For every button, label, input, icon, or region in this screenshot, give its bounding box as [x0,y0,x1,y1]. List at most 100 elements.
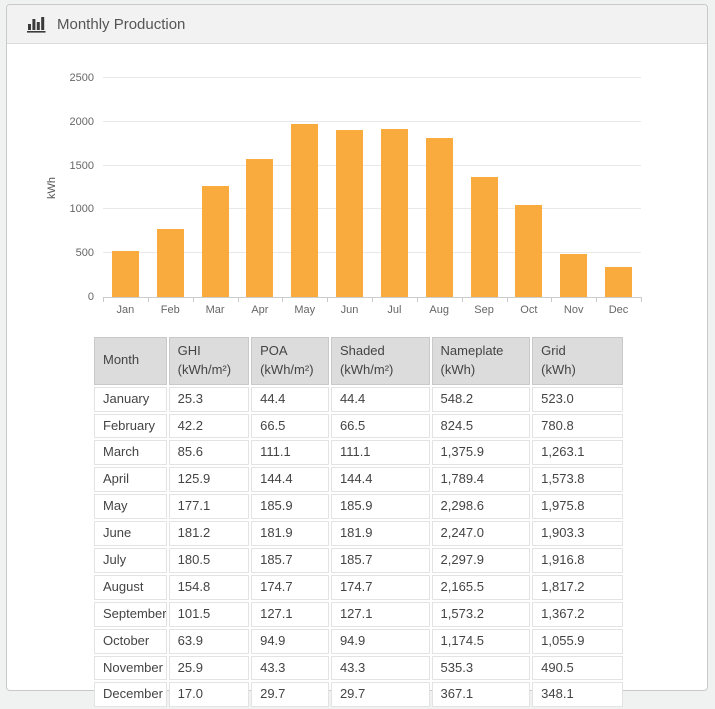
bar-slot-oct [506,78,551,297]
cell-shaded: 127.1 [330,601,430,627]
table-row: October 63.9 94.9 94.9 1,174.5 1,055.9 [94,628,623,654]
bar-jan [111,251,139,297]
cell-nameplate: 1,573.2 [431,601,531,627]
table-row: July 180.5 185.7 185.7 2,297.9 1,916.8 [94,548,623,573]
column-header-nameplate: Nameplate (kWh) [431,337,531,385]
cell-nameplate: 824.5 [431,413,531,439]
y-tick-label: 2000 [69,115,94,128]
bar-nov [560,254,588,297]
axis-tick [237,297,239,302]
cell-ghi: 17.0 [168,682,250,708]
cell-shaded: 111.1 [330,440,430,466]
cell-grid: 1,817.2 [532,574,623,600]
column-label: Grid [541,343,566,358]
column-unit: (kWh/m²) [260,361,314,377]
cell-shaded: 44.4 [330,386,430,412]
bars-row [103,78,641,297]
cell-ghi: 25.3 [168,386,250,412]
table-row: March 85.6 111.1 111.1 1,375.9 1,263.1 [94,440,623,466]
axis-tick [327,297,329,302]
gridline [103,164,641,166]
cell-poa: 111.1 [251,440,329,466]
bar-slot-feb [148,78,193,297]
cell-month: February [94,413,167,439]
cell-month: October [94,628,167,654]
x-tick-label-jun: Jun [340,304,359,316]
cell-ghi: 25.9 [168,655,250,681]
axis-tick [147,297,149,302]
cell-shaded: 43.3 [330,655,430,681]
cell-poa: 127.1 [251,601,329,627]
y-axis-title: kWh [46,176,58,199]
column-header-poa: POA (kWh/m²) [251,337,329,385]
monthly-production-chart: kWh 0 500 1000 1500 2000 2500 Jan Feb Mar Apr May J… [46,72,642,316]
cell-grid: 523.0 [532,386,623,412]
bar-apr [246,159,274,297]
cell-month: December [94,682,167,708]
column-header-grid: Grid (kWh) [532,337,623,385]
cell-nameplate: 1,375.9 [431,440,531,466]
cell-ghi: 85.6 [168,440,250,466]
table-row: August 154.8 174.7 174.7 2,165.5 1,817.2 [94,574,623,600]
cell-ghi: 63.9 [168,628,250,654]
column-label: POA [260,343,288,358]
monthly-production-table: Month GHI (kWh/m²) POA (kWh/m²) Shaded (kWh/m²… [92,335,625,709]
cell-month: May [94,494,167,520]
bar-may [291,123,319,297]
cell-grid: 780.8 [532,413,623,439]
x-tick-label-jan: Jan [116,304,135,316]
column-label: Month [103,352,140,368]
cell-grid: 490.5 [532,655,623,681]
bar-slot-dec [596,78,641,297]
table-row: December 17.0 29.7 29.7 367.1 348.1 [94,682,623,708]
axis-tick [551,297,553,302]
axis-tick [506,297,508,302]
cell-shaded: 185.9 [330,494,430,520]
bar-feb [156,228,184,297]
cell-shaded: 185.7 [330,548,430,573]
bar-jul [380,129,408,297]
bar-aug [425,137,453,297]
cell-ghi: 177.1 [168,494,250,520]
cell-shaded: 174.7 [330,574,430,600]
bar-slot-may [282,78,327,297]
cell-shaded: 66.5 [330,413,430,439]
cell-poa: 44.4 [251,386,329,412]
bar-jun [336,130,364,297]
column-label: GHI [177,343,201,358]
cell-nameplate: 535.3 [431,655,531,681]
table-row: January 25.3 44.4 44.4 548.2 523.0 [94,386,623,412]
gridline [103,252,641,254]
bar-oct [515,204,543,297]
panel-header: Monthly Production [7,5,707,44]
table-row: September 101.5 127.1 127.1 1,573.2 1,367.2 [94,601,623,627]
panel-title: Monthly Production [57,15,186,33]
bar-slot-nov [551,78,596,297]
cell-grid: 348.1 [532,682,623,708]
bar-slot-mar [193,78,238,297]
monthly-production-panel: Monthly Production kWh 0 500 1000 1500 2000 2… [6,4,708,708]
cell-nameplate: 2,165.5 [431,574,531,600]
gridline [103,120,641,122]
bar-sep [470,177,498,297]
table-row: June 181.2 181.9 181.9 2,247.0 1,903.3 [94,521,623,547]
cell-shaded: 144.4 [330,467,430,493]
cell-grid: 1,916.8 [532,548,623,573]
x-tick-label-mar: Mar [205,304,225,316]
y-tick-label: 1000 [69,203,94,216]
x-tick-label-may: May [294,304,316,316]
x-tick-label-nov: Nov [563,304,584,316]
cell-nameplate: 548.2 [431,386,531,412]
bar-slot-sep [462,78,507,297]
x-tick-label-jul: Jul [387,304,402,316]
cell-month: June [94,521,167,547]
cell-poa: 94.9 [251,628,329,654]
bar-slot-aug [417,78,462,297]
axis-tick [461,297,463,302]
cell-shaded: 94.9 [330,628,430,654]
bar-slot-apr [237,78,282,297]
cell-month: August [94,574,167,600]
gridline [103,77,641,78]
cell-month: July [94,548,167,573]
axis-tick [596,297,598,302]
